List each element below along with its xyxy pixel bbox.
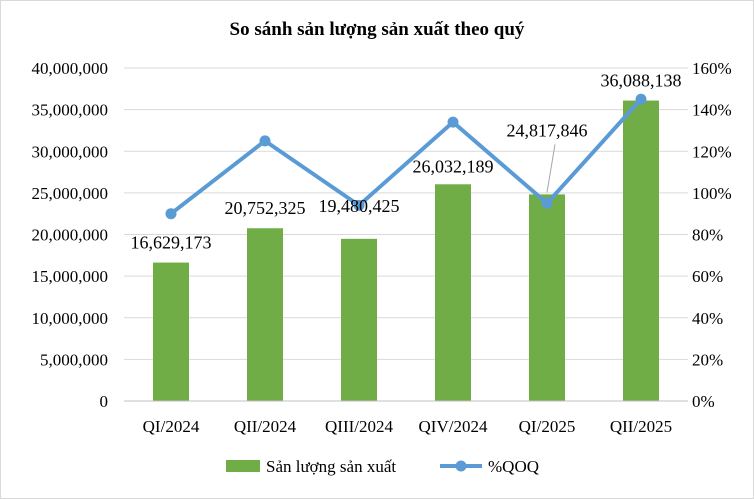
x-tick-label: QIII/2024 bbox=[325, 417, 393, 436]
bar-data-label: 16,629,173 bbox=[131, 233, 212, 253]
bar-data-label: 26,032,189 bbox=[413, 156, 494, 176]
y-left-tick-label: 35,000,000 bbox=[32, 101, 109, 120]
x-tick-label: QIV/2024 bbox=[419, 417, 488, 436]
bar bbox=[247, 228, 283, 401]
qoq-point bbox=[541, 197, 553, 209]
y-right-tick-label: 160% bbox=[692, 59, 732, 78]
y-left-tick-label: 30,000,000 bbox=[32, 142, 109, 161]
qoq-line bbox=[169, 97, 643, 216]
bar-data-label: 19,480,425 bbox=[319, 196, 400, 216]
y-right-tick-label: 40% bbox=[692, 309, 723, 328]
y-left-tick-label: 10,000,000 bbox=[32, 309, 109, 328]
y-right-tick-label: 20% bbox=[692, 350, 723, 369]
y-left-tick-label: 15,000,000 bbox=[32, 267, 109, 286]
y-left-tick-label: 0 bbox=[100, 392, 109, 411]
bar bbox=[341, 238, 377, 401]
y-left-tick-label: 40,000,000 bbox=[32, 59, 109, 78]
bar bbox=[529, 194, 565, 401]
x-tick-label: QII/2025 bbox=[610, 417, 672, 436]
qoq-point bbox=[259, 135, 271, 147]
data-label-leader-line bbox=[546, 144, 556, 193]
qoq-point bbox=[447, 116, 459, 128]
bar bbox=[153, 262, 189, 401]
y-right-tick-label: 100% bbox=[692, 184, 732, 203]
x-tick-label: QII/2024 bbox=[234, 417, 297, 436]
y-right-tick-label: 80% bbox=[692, 226, 723, 245]
bar-data-label: 24,817,846 bbox=[507, 120, 588, 140]
y-left-tick-label: 25,000,000 bbox=[32, 184, 109, 203]
y-left-tick-label: 20,000,000 bbox=[32, 226, 109, 245]
y-right-tick-label: 140% bbox=[692, 101, 732, 120]
legend-swatch-bars bbox=[226, 460, 260, 472]
bar bbox=[623, 100, 659, 401]
legend-label-bars: Sản lượng sản xuất bbox=[266, 457, 396, 476]
x-tick-label: QI/2024 bbox=[143, 417, 200, 436]
legend-swatch-marker bbox=[455, 460, 467, 472]
bar-data-label: 20,752,325 bbox=[225, 198, 306, 218]
y-left-tick-label: 5,000,000 bbox=[40, 350, 108, 369]
legend-label-line: %QOQ bbox=[488, 457, 539, 476]
bar bbox=[435, 184, 471, 401]
y-right-tick-label: 120% bbox=[692, 142, 732, 161]
x-tick-label: QI/2025 bbox=[519, 417, 576, 436]
chart-title: So sánh sản lượng sản xuất theo quý bbox=[229, 19, 525, 40]
y-right-tick-label: 60% bbox=[692, 267, 723, 286]
bar-data-label: 36,088,138 bbox=[601, 71, 682, 91]
y-right-tick-label: 0% bbox=[692, 392, 715, 411]
qoq-point bbox=[165, 208, 177, 220]
qoq-point bbox=[353, 199, 365, 211]
qoq-point bbox=[635, 93, 647, 105]
